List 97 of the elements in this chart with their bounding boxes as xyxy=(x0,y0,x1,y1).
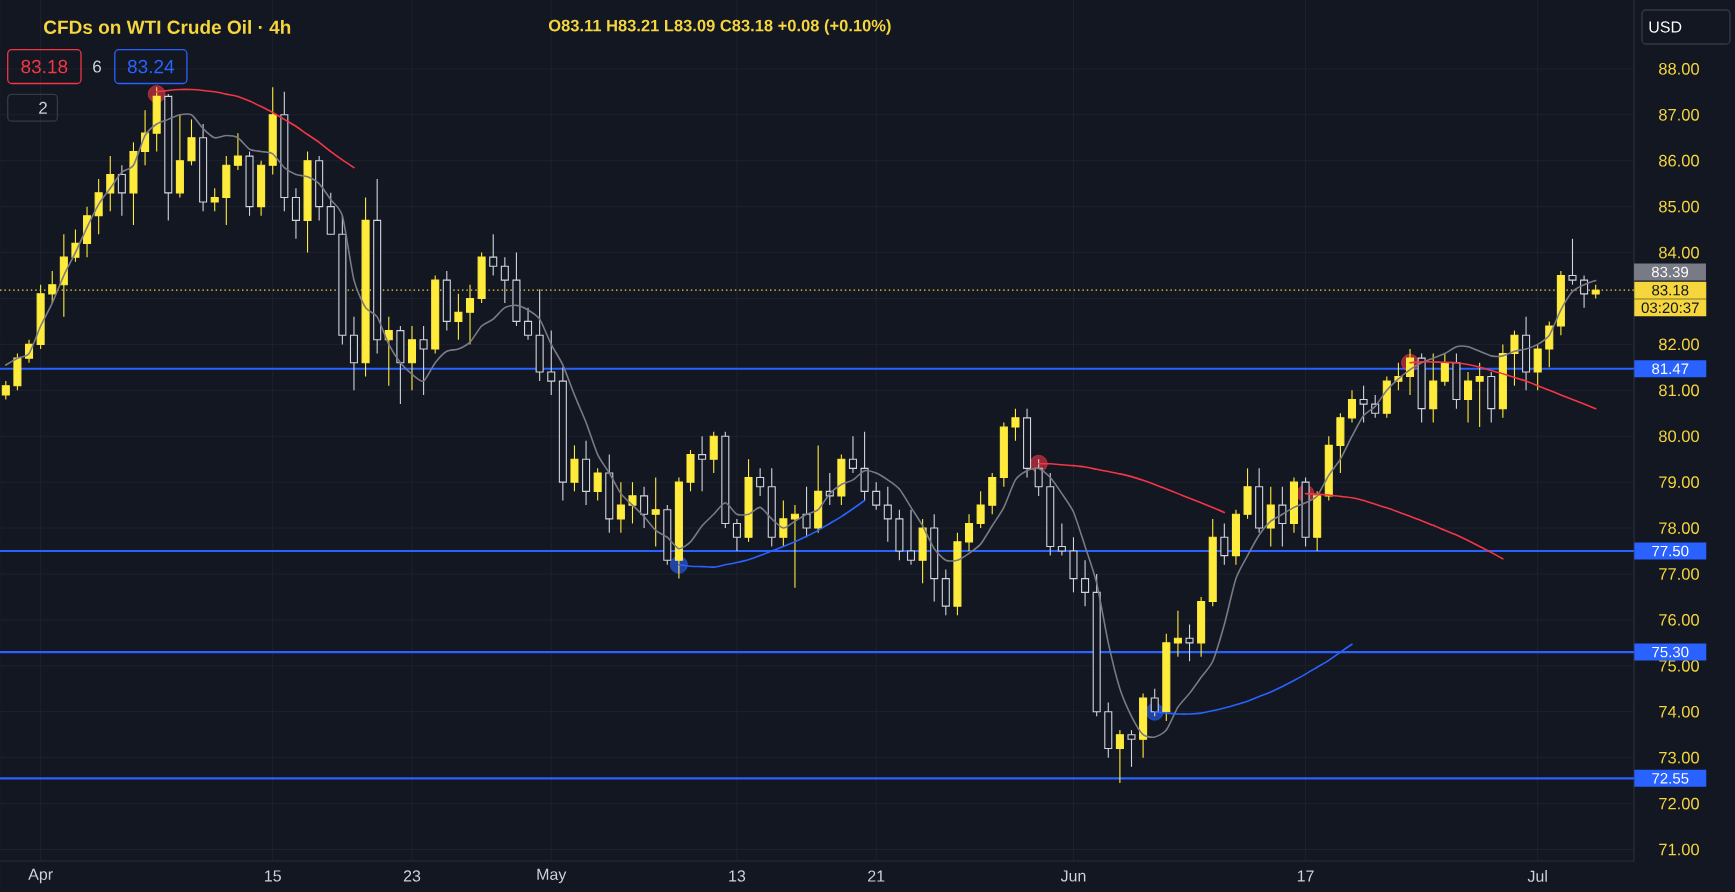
candlestick xyxy=(860,431,869,502)
ref-line-label: 81.47 xyxy=(1652,363,1689,375)
candlestick xyxy=(976,490,985,529)
candlestick xyxy=(1440,353,1449,387)
text: USD xyxy=(1649,21,1682,33)
annotation: 83.18 xyxy=(21,59,68,74)
text: CFDs on WTI Crude Oil · 4h xyxy=(44,20,291,34)
candlestick xyxy=(210,187,219,212)
candlestick xyxy=(756,467,765,497)
candlestick xyxy=(883,486,892,543)
candlestick xyxy=(1580,274,1589,309)
ref-line-label: 83.18 xyxy=(1652,284,1689,296)
annotation: 6 xyxy=(93,60,101,73)
candlestick xyxy=(117,164,126,217)
candlestick xyxy=(848,435,858,474)
candlestick xyxy=(547,330,556,396)
candlestick xyxy=(732,518,741,552)
y-tick-label: 73.00 xyxy=(1659,751,1699,764)
x-tick-label: 21 xyxy=(868,870,885,882)
candlestick xyxy=(1011,408,1020,442)
candlestick xyxy=(1475,362,1484,428)
candlestick xyxy=(187,118,196,166)
candlestick xyxy=(1545,320,1554,368)
candlestick xyxy=(1127,729,1136,768)
candlestick xyxy=(1359,385,1368,423)
x-tick-label: 23 xyxy=(403,870,421,882)
candlestick xyxy=(906,509,916,566)
y-tick-label: 87.00 xyxy=(1659,108,1699,121)
candlestick xyxy=(779,499,788,547)
candlestick xyxy=(407,325,417,391)
line-series xyxy=(5,113,1597,738)
y-tick-label: 77.00 xyxy=(1659,568,1699,580)
candlestick xyxy=(1533,343,1542,391)
y-tick-label: 84.00 xyxy=(1659,246,1699,259)
x-tick-label: Jul xyxy=(1527,870,1547,882)
y-tick-label: 74.00 xyxy=(1659,705,1699,718)
annotation: 83.24 xyxy=(127,59,175,74)
y-tick-label: 80.00 xyxy=(1659,430,1699,443)
candlestick xyxy=(1568,238,1577,286)
candlestick xyxy=(454,293,463,341)
candlestick xyxy=(419,325,428,396)
candlestick xyxy=(500,256,509,304)
ref-line-label: 72.55 xyxy=(1652,773,1689,784)
candlestick xyxy=(524,307,533,341)
x-tick-label: 15 xyxy=(265,870,281,882)
candlestick xyxy=(489,233,498,277)
candlestick xyxy=(1115,729,1124,784)
y-tick-label: 82.00 xyxy=(1659,338,1699,351)
candlestick xyxy=(872,481,881,511)
y-tick-label: 75.00 xyxy=(1659,659,1699,672)
candlestick xyxy=(1034,458,1043,497)
candlestick xyxy=(593,467,602,502)
ref-line-label: 77.50 xyxy=(1652,545,1689,557)
candlestick xyxy=(1510,330,1519,387)
candlestick xyxy=(291,187,300,240)
candlestick xyxy=(233,132,242,171)
candlestick xyxy=(570,444,579,492)
text: 03:20:37 xyxy=(1641,302,1699,314)
candlestick xyxy=(1,380,10,401)
y-tick-label: 88.00 xyxy=(1659,63,1699,75)
candlestick xyxy=(651,477,660,547)
candlestick xyxy=(628,481,637,525)
y-tick-label: 71.00 xyxy=(1659,843,1699,856)
candlestick xyxy=(802,486,811,538)
y-tick-label: 79.00 xyxy=(1659,476,1699,488)
candlestick xyxy=(616,481,625,534)
text: 83.39 xyxy=(1651,266,1689,278)
candlestick xyxy=(1347,389,1357,423)
x-tick-label: Apr xyxy=(28,868,53,884)
y-tick-label: 85.00 xyxy=(1659,200,1699,213)
annotation: 2 xyxy=(39,101,47,114)
candlestick xyxy=(1173,610,1182,658)
x-tick-label: Jun xyxy=(1060,870,1086,882)
candlestick xyxy=(1081,559,1090,607)
candlestick xyxy=(698,435,707,492)
candlestick xyxy=(1464,371,1473,423)
candlestick xyxy=(1278,486,1287,547)
candlestick xyxy=(465,284,475,345)
ref-line-label: 75.30 xyxy=(1652,646,1689,658)
y-tick-label: 86.00 xyxy=(1659,154,1699,167)
candlestick xyxy=(709,431,718,474)
y-tick-label: 78.00 xyxy=(1659,522,1699,534)
candlestick xyxy=(1266,486,1275,547)
y-tick-label: 72.00 xyxy=(1659,797,1699,810)
x-tick-label: May xyxy=(537,868,567,884)
candlestick xyxy=(1185,623,1194,662)
y-tick-label: 76.00 xyxy=(1659,614,1699,626)
candlestick xyxy=(965,513,974,552)
candlestick xyxy=(1220,522,1229,566)
y-tick-label: 81.00 xyxy=(1659,384,1699,397)
candlestick xyxy=(790,504,799,589)
x-tick-label: 17 xyxy=(1297,870,1314,882)
text: O83.11 H83.21 L83.09 C83.18 +0.08 (+0.10%) xyxy=(548,19,891,35)
x-tick-label: 13 xyxy=(729,870,746,882)
candlestick xyxy=(1057,522,1066,557)
candlestick xyxy=(1150,688,1159,717)
candlestick xyxy=(640,486,649,529)
